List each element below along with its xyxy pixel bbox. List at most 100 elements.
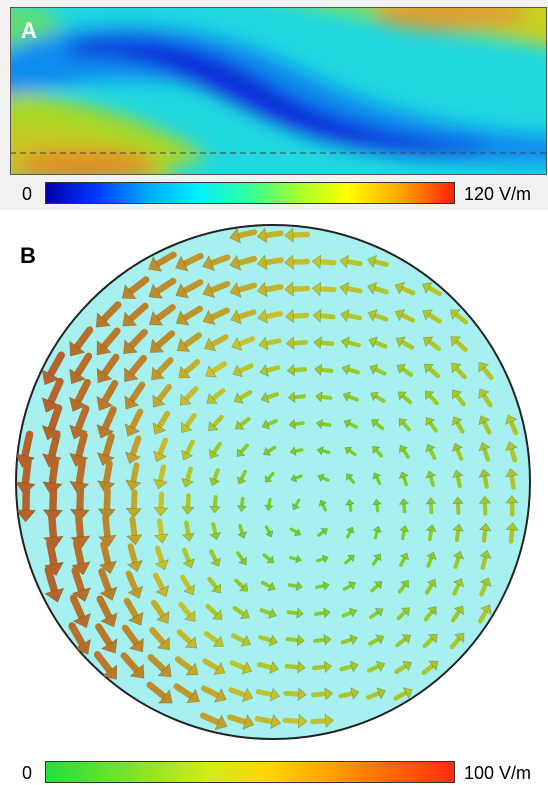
field-arrow-head — [349, 660, 359, 673]
field-arrow-head — [69, 368, 87, 385]
field-arrow-head — [128, 611, 144, 626]
field-arrow-shaft — [183, 385, 199, 402]
field-arrow-head — [425, 443, 436, 453]
field-arrow-head — [348, 581, 357, 591]
colorbar-a-min-label: 0 — [22, 184, 33, 204]
field-arrow-shaft — [127, 543, 138, 566]
field-arrow-shaft — [239, 469, 247, 481]
field-arrow-shaft — [100, 353, 120, 378]
field-arrow-head — [264, 475, 273, 483]
field-arrow-head — [152, 450, 168, 463]
field-arrow-head — [41, 369, 60, 386]
field-arrow-shaft — [373, 394, 386, 403]
field-arrow-shaft — [185, 493, 191, 510]
field-arrow-head — [427, 633, 438, 644]
field-arrow-head — [323, 607, 331, 619]
field-arrow-shaft — [181, 279, 204, 294]
field-arrow-shaft — [482, 446, 491, 462]
field-arrow-shaft — [234, 578, 246, 589]
field-arrow-shaft — [129, 435, 142, 458]
field-arrow-head — [347, 554, 355, 563]
field-arrow-shaft — [400, 339, 415, 350]
field-arrow-head — [402, 687, 413, 699]
field-arrow-head — [149, 310, 164, 326]
field-arrow-head — [426, 551, 437, 560]
field-arrow-head — [209, 505, 221, 514]
field-arrow-head — [154, 559, 170, 571]
field-arrow-shaft — [208, 280, 231, 294]
field-arrow-shaft — [73, 352, 93, 378]
field-arrow-head — [202, 282, 216, 299]
field-arrow-head — [208, 448, 220, 459]
field-arrow-shaft — [200, 685, 221, 699]
field-arrow-shaft — [102, 513, 111, 540]
field-arrow-head — [367, 281, 378, 295]
field-arrow-shaft — [396, 610, 407, 621]
field-arrow-shaft — [508, 419, 519, 436]
field-arrow-head — [453, 577, 465, 588]
field-arrow-shaft — [320, 476, 330, 482]
field-arrow-head — [451, 442, 464, 453]
field-arrow-shaft — [157, 464, 167, 484]
field-arrow-shaft — [127, 328, 148, 350]
field-arrow-head — [452, 550, 465, 560]
field-arrow-shaft — [21, 457, 32, 487]
field-arrow-head — [208, 477, 221, 487]
field-arrow-shaft — [125, 570, 139, 593]
field-arrow-head — [371, 419, 380, 428]
field-arrow-head — [395, 336, 406, 348]
colorbar-b — [45, 761, 455, 783]
field-arrow-head — [285, 336, 295, 350]
field-arrow-head — [478, 468, 491, 478]
field-arrow-shaft — [74, 512, 85, 541]
field-arrow-shaft — [480, 555, 488, 570]
field-arrow-shaft — [291, 367, 307, 373]
field-arrow-head — [179, 393, 192, 406]
field-arrow-head — [126, 534, 143, 546]
field-arrow-head — [368, 336, 378, 349]
field-arrow-shaft — [426, 555, 434, 568]
field-arrow-shaft — [482, 474, 489, 489]
field-arrow-head — [148, 283, 163, 299]
field-arrow-head — [97, 508, 117, 521]
field-arrow-head — [399, 552, 410, 561]
field-arrow-shaft — [422, 636, 435, 649]
field-arrow-shaft — [509, 473, 516, 490]
field-arrow-head — [322, 580, 330, 591]
field-arrow-head — [293, 528, 302, 537]
field-arrow-head — [239, 582, 249, 592]
field-arrow-shaft — [368, 637, 381, 646]
field-arrow-head — [239, 608, 250, 620]
field-arrow-head — [121, 284, 137, 299]
field-arrow-head — [312, 308, 322, 323]
panel-a: A 0 120 V/m — [0, 0, 548, 210]
field-arrow-head — [260, 391, 270, 404]
arrow-field — [16, 227, 519, 731]
field-arrow-shaft — [203, 631, 220, 645]
field-arrow-shaft — [400, 529, 406, 541]
field-arrow-head — [184, 636, 198, 649]
field-arrow-shaft — [401, 448, 410, 459]
field-arrow-shaft — [427, 366, 440, 379]
field-arrow-shaft — [123, 597, 140, 620]
field-arrow-shaft — [150, 599, 166, 619]
field-arrow-shaft — [450, 609, 462, 623]
field-arrow-shaft — [454, 528, 461, 542]
field-arrow-shaft — [211, 522, 218, 536]
field-arrow-head — [241, 661, 253, 675]
field-arrow-head — [425, 417, 436, 427]
field-arrow-shaft — [290, 258, 311, 265]
field-arrow-head — [230, 309, 242, 325]
field-arrow-shaft — [428, 501, 434, 515]
field-arrow-shaft — [21, 430, 34, 460]
field-arrow-shaft — [128, 381, 146, 404]
field-arrow-shaft — [264, 525, 271, 535]
field-arrow-shaft — [264, 338, 282, 346]
field-arrow-shaft — [263, 284, 284, 293]
field-arrow-shaft — [509, 446, 518, 463]
field-arrow-head — [399, 444, 409, 454]
field-arrow-head — [148, 256, 163, 272]
field-arrow-shaft — [228, 687, 248, 698]
field-arrow-shaft — [147, 654, 168, 673]
field-arrow-head — [341, 363, 351, 376]
